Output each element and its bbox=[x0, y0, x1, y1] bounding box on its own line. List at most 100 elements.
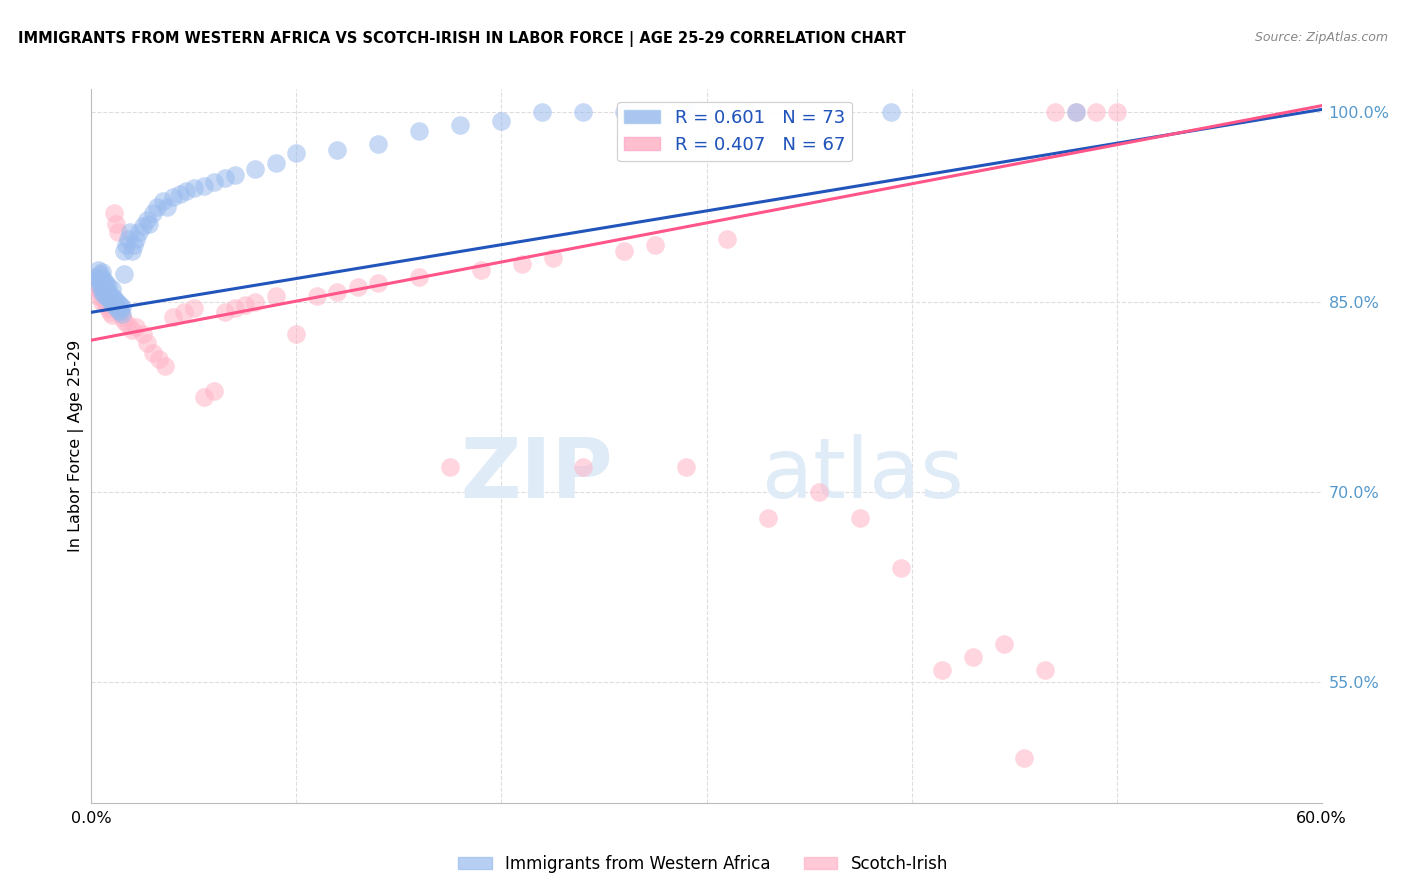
Point bbox=[1064, 105, 1087, 120]
Point bbox=[94, 283, 117, 297]
Point bbox=[97, 291, 120, 305]
Point bbox=[90, 284, 112, 298]
Point bbox=[101, 290, 124, 304]
Point bbox=[193, 390, 215, 404]
Point bbox=[1105, 105, 1128, 120]
Point bbox=[153, 359, 177, 373]
Point bbox=[135, 212, 157, 227]
Point bbox=[98, 293, 121, 308]
Text: IMMIGRANTS FROM WESTERN AFRICA VS SCOTCH-IRISH IN LABOR FORCE | AGE 25-29 CORREL: IMMIGRANTS FROM WESTERN AFRICA VS SCOTCH… bbox=[18, 31, 905, 47]
Point bbox=[202, 384, 225, 398]
Point bbox=[808, 485, 831, 500]
Point bbox=[98, 287, 121, 301]
Point bbox=[367, 136, 389, 151]
Point bbox=[233, 298, 256, 312]
Point bbox=[117, 318, 139, 332]
Point bbox=[125, 232, 148, 246]
Point bbox=[264, 289, 287, 303]
Point bbox=[90, 295, 112, 310]
Point bbox=[94, 298, 117, 312]
Point bbox=[112, 244, 135, 259]
Point bbox=[121, 244, 143, 259]
Point bbox=[86, 272, 108, 286]
Point bbox=[1064, 105, 1087, 120]
Point bbox=[470, 263, 492, 277]
Point bbox=[716, 232, 738, 246]
Point bbox=[1043, 105, 1066, 120]
Point bbox=[90, 271, 112, 285]
Point bbox=[285, 145, 308, 160]
Point bbox=[439, 459, 461, 474]
Point bbox=[111, 310, 134, 325]
Point bbox=[90, 265, 112, 279]
Point bbox=[152, 194, 174, 208]
Point bbox=[93, 274, 115, 288]
Point bbox=[101, 296, 124, 310]
Point bbox=[224, 169, 246, 183]
Point bbox=[107, 226, 129, 240]
Point bbox=[962, 650, 984, 665]
Point bbox=[128, 226, 150, 240]
Point bbox=[173, 305, 195, 319]
Point bbox=[156, 200, 179, 214]
Point bbox=[103, 291, 125, 305]
Point bbox=[94, 289, 117, 303]
Point bbox=[125, 320, 148, 334]
Point bbox=[162, 310, 184, 325]
Point bbox=[613, 244, 636, 259]
Point bbox=[93, 293, 115, 307]
Point bbox=[94, 276, 117, 290]
Text: Source: ZipAtlas.com: Source: ZipAtlas.com bbox=[1254, 31, 1388, 45]
Point bbox=[993, 637, 1015, 651]
Point bbox=[103, 206, 125, 220]
Point bbox=[531, 105, 554, 120]
Point bbox=[880, 105, 903, 120]
Point bbox=[644, 238, 666, 252]
Point bbox=[131, 219, 153, 233]
Point bbox=[89, 267, 111, 281]
Point bbox=[94, 287, 117, 301]
Point bbox=[97, 285, 120, 299]
Point bbox=[93, 281, 115, 295]
Point bbox=[146, 200, 169, 214]
Text: ZIP: ZIP bbox=[460, 434, 613, 515]
Point bbox=[117, 232, 139, 246]
Point bbox=[737, 105, 759, 120]
Point bbox=[162, 190, 184, 204]
Point bbox=[101, 283, 124, 297]
Point bbox=[541, 251, 564, 265]
Point bbox=[675, 105, 697, 120]
Legend: Immigrants from Western Africa, Scotch-Irish: Immigrants from Western Africa, Scotch-I… bbox=[451, 848, 955, 880]
Point bbox=[86, 289, 108, 303]
Point bbox=[510, 257, 533, 271]
Point bbox=[84, 280, 107, 294]
Point bbox=[890, 561, 912, 575]
Point bbox=[107, 302, 129, 317]
Point bbox=[89, 285, 111, 299]
Point bbox=[89, 280, 111, 294]
Point bbox=[264, 155, 287, 169]
Point bbox=[93, 287, 115, 301]
Point bbox=[89, 275, 111, 289]
Point bbox=[285, 326, 308, 341]
Point bbox=[224, 301, 246, 316]
Point bbox=[90, 278, 112, 293]
Point bbox=[491, 114, 513, 128]
Point bbox=[245, 162, 267, 177]
Point bbox=[108, 305, 131, 319]
Legend: R = 0.601   N = 73, R = 0.407   N = 67: R = 0.601 N = 73, R = 0.407 N = 67 bbox=[617, 102, 852, 161]
Point bbox=[120, 226, 142, 240]
Point bbox=[408, 124, 430, 138]
Point bbox=[97, 278, 120, 293]
Point bbox=[111, 300, 134, 314]
Point bbox=[214, 305, 236, 319]
Point bbox=[1014, 751, 1036, 765]
Text: atlas: atlas bbox=[762, 434, 963, 515]
Point bbox=[572, 459, 595, 474]
Point bbox=[183, 181, 205, 195]
Point bbox=[849, 510, 872, 524]
Point bbox=[108, 304, 131, 318]
Point bbox=[93, 283, 115, 297]
Point bbox=[107, 296, 129, 310]
Point bbox=[97, 301, 120, 316]
